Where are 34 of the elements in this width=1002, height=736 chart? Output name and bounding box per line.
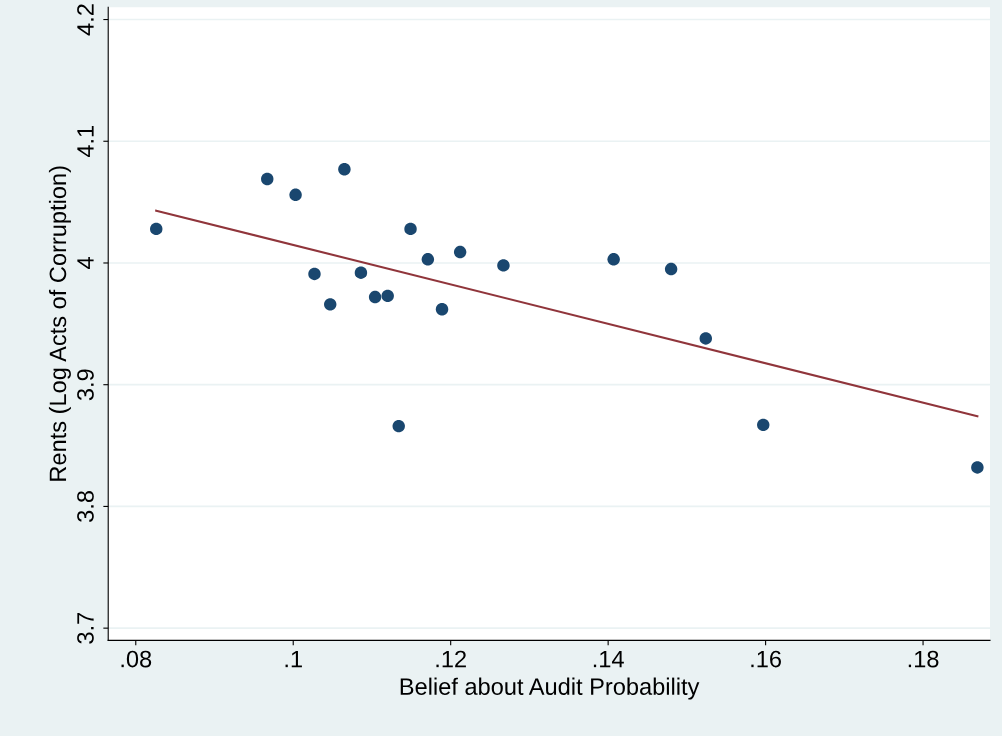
point bbox=[392, 419, 405, 433]
x-tick-label: .12 bbox=[436, 650, 466, 668]
point bbox=[497, 259, 510, 272]
point bbox=[699, 332, 712, 345]
y-tick-label: 3.8 bbox=[77, 491, 94, 522]
point bbox=[381, 289, 394, 303]
point bbox=[289, 188, 302, 202]
point bbox=[150, 222, 163, 236]
x-tick-label: .14 bbox=[593, 650, 624, 668]
point bbox=[404, 222, 417, 236]
point bbox=[368, 290, 382, 304]
point bbox=[354, 266, 368, 279]
y-axis-title: Rents (Log Acts of Corruption) bbox=[48, 166, 71, 481]
y-tick-label: 3.7 bbox=[77, 612, 94, 644]
x-tick-label: .1 bbox=[285, 650, 302, 668]
x-tick-label: .18 bbox=[908, 650, 939, 668]
x-axis-title: Belief about Audit Probability bbox=[400, 677, 700, 700]
point bbox=[338, 163, 351, 176]
y-tick-label: 4 bbox=[77, 257, 94, 269]
point bbox=[971, 461, 984, 474]
point bbox=[453, 245, 467, 259]
y-tick-label: 3.9 bbox=[77, 369, 94, 401]
x-tick-label: .16 bbox=[751, 650, 781, 668]
point bbox=[435, 303, 449, 316]
point bbox=[261, 172, 274, 186]
point bbox=[664, 262, 678, 276]
point bbox=[324, 298, 337, 311]
point bbox=[421, 253, 435, 266]
point bbox=[308, 267, 321, 281]
point bbox=[757, 418, 770, 432]
point bbox=[607, 253, 620, 266]
y-tick-label: 4.2 bbox=[77, 4, 94, 36]
y-tick-label: 4.1 bbox=[77, 125, 94, 158]
x-tick-label: .08 bbox=[121, 650, 152, 668]
